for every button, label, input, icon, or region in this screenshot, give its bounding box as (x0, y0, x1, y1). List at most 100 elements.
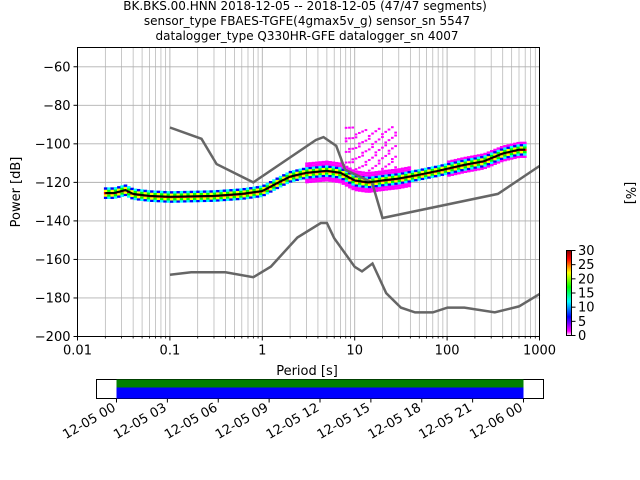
histogram-cell (387, 169, 392, 172)
histogram-cell (325, 165, 329, 168)
histogram-cell (367, 188, 372, 191)
histogram-cell (523, 153, 527, 156)
histogram-cell (222, 191, 227, 195)
noise-model-nhnm (169, 126, 541, 220)
histogram-cell (443, 163, 448, 166)
histogram-cell (245, 187, 250, 190)
histogram-cell (110, 194, 115, 197)
histogram-cell (509, 155, 514, 158)
histogram-cell (206, 199, 210, 203)
histogram-cell (374, 175, 379, 179)
histogram-cell (189, 190, 194, 194)
histogram-cell (318, 161, 322, 164)
histogram-cell (351, 137, 355, 140)
histogram-cell (473, 166, 478, 169)
histogram-cell (433, 172, 438, 176)
histogram-cell (334, 178, 339, 181)
histogram-cell (486, 153, 491, 157)
histogram-cell (424, 167, 428, 171)
histogram-cell (354, 177, 359, 180)
histogram-cell (117, 186, 121, 189)
histogram-cell (391, 168, 395, 172)
histogram-cell (503, 156, 507, 159)
histogram-cell (427, 167, 431, 170)
histogram-cell (391, 180, 395, 183)
colorbar-tick-label: 10 (578, 301, 595, 316)
histogram-cell (315, 180, 319, 183)
histogram-cell (391, 173, 395, 177)
histogram-cell (123, 193, 128, 197)
histogram-cell (308, 180, 313, 184)
histogram-cell (348, 150, 351, 153)
histogram-cell (186, 197, 190, 201)
histogram-cell (265, 192, 270, 195)
histogram-cell (496, 151, 501, 155)
histogram-cell (470, 155, 474, 158)
histogram-cell (367, 176, 372, 179)
histogram-cell (371, 146, 374, 149)
histogram-cell (443, 170, 448, 173)
histogram-cell (113, 196, 118, 199)
histogram-cell (301, 167, 306, 171)
histogram-cell (140, 191, 144, 195)
histogram-cell (169, 191, 174, 194)
histogram-cell (305, 169, 309, 172)
histogram-cell (348, 181, 352, 184)
histogram-cell (351, 173, 355, 177)
histogram-cell (278, 178, 283, 181)
histogram-cell (334, 168, 339, 172)
histogram-cell (259, 187, 263, 191)
histogram-cell (381, 133, 384, 136)
histogram-cell (348, 167, 352, 170)
histogram-cell (252, 193, 256, 196)
histogram-cell (516, 155, 520, 159)
histogram-cell (354, 136, 358, 139)
histogram-cell (226, 196, 230, 199)
histogram-cell (305, 174, 309, 177)
histogram-cell (325, 179, 329, 182)
histogram-cell (466, 167, 471, 171)
histogram-cell (486, 162, 491, 166)
histogram-cell (285, 174, 289, 178)
histogram-cell (358, 189, 362, 192)
histogram-cell (391, 160, 394, 163)
histogram-cell (358, 182, 362, 185)
histogram-cell (186, 190, 190, 194)
histogram-cell (275, 186, 280, 190)
histogram-cell (407, 170, 412, 174)
histogram-cell (120, 187, 124, 191)
histogram-cell (229, 198, 233, 201)
histogram-cell (499, 150, 504, 154)
histogram-cell (391, 182, 395, 186)
histogram-cell (275, 179, 280, 183)
histogram-cell (519, 150, 524, 154)
histogram-cell (179, 190, 184, 194)
histogram-cell (275, 184, 280, 187)
histogram-cell (447, 172, 451, 175)
histogram-cell (424, 176, 428, 180)
histogram-cell (288, 177, 293, 181)
data-coverage-bar (116, 379, 524, 388)
histogram-cell (265, 182, 270, 186)
histogram-cell (130, 190, 134, 193)
histogram-cell (377, 172, 382, 176)
histogram-cell (371, 167, 374, 170)
histogram-cell (364, 183, 369, 186)
histogram-cell (450, 164, 454, 167)
histogram-cell (384, 154, 388, 157)
histogram-cell (417, 171, 421, 174)
histogram-cell (483, 155, 487, 158)
histogram-cell (259, 192, 263, 195)
segment-tick-label: 12-05 21 (417, 400, 475, 442)
histogram-cell (328, 172, 332, 175)
histogram-cell (226, 198, 230, 201)
histogram-cell (232, 188, 237, 192)
histogram-cell (381, 181, 385, 185)
histogram-cell (394, 134, 397, 137)
histogram-cell (143, 196, 148, 200)
histogram-cell (268, 181, 273, 184)
histogram-cell (278, 175, 283, 179)
histogram-cell (166, 200, 171, 203)
